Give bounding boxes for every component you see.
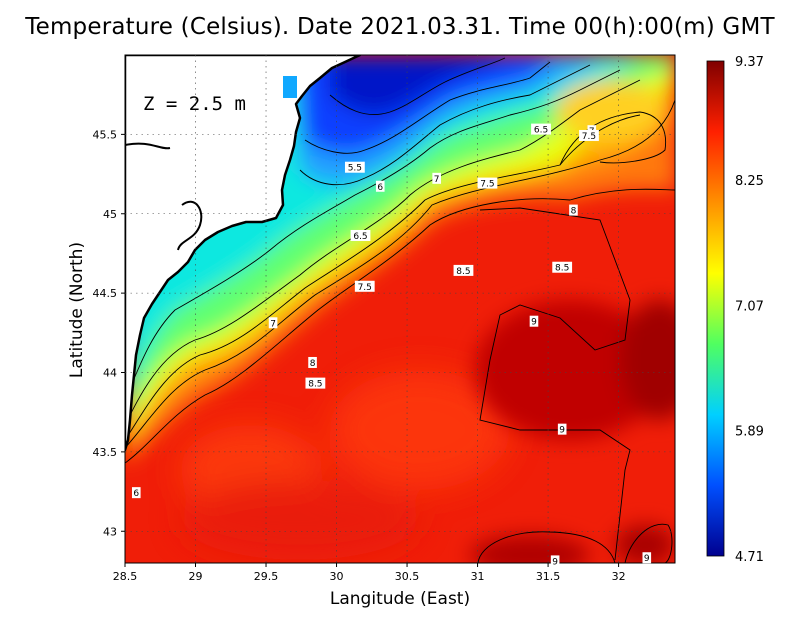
contour-label-box xyxy=(531,123,551,135)
colorbar-ticks: 9.37 8.25 7.07 5.89 4.71 xyxy=(735,55,764,565)
contour-label-box xyxy=(432,172,441,184)
x-tick-label: 31 xyxy=(471,570,485,583)
contour-label-box xyxy=(569,204,578,216)
y-tick-label: 45 xyxy=(103,208,117,221)
contour-label-box xyxy=(550,555,560,567)
warm-core-9-se xyxy=(615,525,675,563)
contour-label-box xyxy=(308,356,317,368)
contour-label-box xyxy=(344,161,365,173)
plot-frame xyxy=(124,54,676,564)
contour-line xyxy=(304,61,551,154)
contour-line xyxy=(329,57,506,116)
contour-label: 6.5 xyxy=(534,126,548,136)
y-tick-label: 43.5 xyxy=(93,446,118,459)
contour-label: 6 xyxy=(377,183,383,193)
cool-patch xyxy=(180,480,420,560)
colorbar-tick-label: 9.37 xyxy=(735,55,764,70)
gridlines xyxy=(125,55,675,563)
x-axis: 28.5 29 29.5 30 30.5 31 31.5 32 xyxy=(113,563,626,583)
colorbar xyxy=(706,60,725,557)
contour-label: 7 xyxy=(270,319,276,329)
contour-line xyxy=(477,531,616,563)
contour-label: 7 xyxy=(434,175,440,185)
x-tick-label: 29 xyxy=(189,570,203,583)
contour-line xyxy=(125,99,675,449)
x-tick-label: 30 xyxy=(330,570,344,583)
contour-label: 6 xyxy=(133,489,139,499)
contour-label: 7.5 xyxy=(358,283,372,293)
x-axis-label: Langitude (East) xyxy=(329,589,471,609)
chart-title: Temperature (Celsius). Date 2021.03.31. … xyxy=(25,14,775,40)
contour-label-box xyxy=(477,177,498,189)
contour-label-box xyxy=(529,315,539,327)
contour-label: 6.5 xyxy=(353,232,367,242)
x-tick-label: 32 xyxy=(612,570,626,583)
contour-line xyxy=(125,69,621,401)
band-5 xyxy=(330,55,505,115)
contour-line xyxy=(125,188,675,464)
contour-label-box xyxy=(552,261,573,273)
warm-core-9 xyxy=(475,300,665,440)
warm-core-9-south xyxy=(470,535,590,563)
contour-label-box xyxy=(350,229,371,241)
land-mask xyxy=(125,55,362,452)
colorbar-tick-label: 8.25 xyxy=(735,174,764,189)
x-tick-label: 30.5 xyxy=(395,570,420,583)
contour-label: 8.5 xyxy=(308,380,322,390)
y-tick-label: 44 xyxy=(103,367,117,380)
contour-label-box xyxy=(131,487,141,499)
y-tick-label: 43 xyxy=(103,525,117,538)
colorbar-tick-label: 7.07 xyxy=(735,299,764,314)
inland-water-outline xyxy=(125,142,203,251)
contour-label: 9 xyxy=(559,426,565,436)
contour-label: 5.5 xyxy=(348,164,362,174)
contour-label: 8.5 xyxy=(456,267,470,277)
contour-label: 7.5 xyxy=(480,180,494,190)
contour-label: 8.5 xyxy=(555,264,569,274)
contour-label: 8 xyxy=(571,207,577,217)
warm-patch xyxy=(330,370,510,490)
y-axis: 43 43.5 44 44.5 45 45.5 xyxy=(93,128,125,538)
contour-label-box xyxy=(375,180,385,192)
contour-line xyxy=(479,207,631,561)
contour-label-box xyxy=(579,129,599,141)
x-tick-label: 28.5 xyxy=(113,570,138,583)
heat-mottling xyxy=(180,370,510,560)
contour-line xyxy=(299,64,591,186)
y-tick-label: 44.5 xyxy=(93,287,118,300)
x-tick-label: 29.5 xyxy=(254,570,279,583)
contour-label-box xyxy=(354,280,375,292)
contour-label: 9 xyxy=(644,554,650,564)
warm-core-9-east xyxy=(620,300,675,420)
contour-label-box xyxy=(305,377,326,389)
x-tick-label: 31.5 xyxy=(536,570,561,583)
contour-label-box xyxy=(453,264,474,276)
contour-label-box xyxy=(268,317,278,329)
y-axis-label: Latitude (North) xyxy=(67,241,87,379)
contour-label: 8 xyxy=(310,359,316,369)
colorbar-tick-label: 5.89 xyxy=(735,425,764,440)
depth-annotation: Z = 2.5 m xyxy=(143,93,246,115)
contour-label-box xyxy=(642,552,652,564)
y-tick-label: 45.5 xyxy=(93,128,118,141)
contour-line xyxy=(624,523,673,563)
contour-label: 9 xyxy=(531,318,537,328)
estuary-patch xyxy=(283,76,297,98)
contour-label: 9 xyxy=(552,557,558,567)
cool-eddy-7-5 xyxy=(555,80,665,140)
coastline xyxy=(125,55,362,452)
colorbar-tick-label: 4.71 xyxy=(735,550,764,565)
contour-label: 7.5 xyxy=(582,132,596,142)
contour-label-box xyxy=(557,423,567,435)
